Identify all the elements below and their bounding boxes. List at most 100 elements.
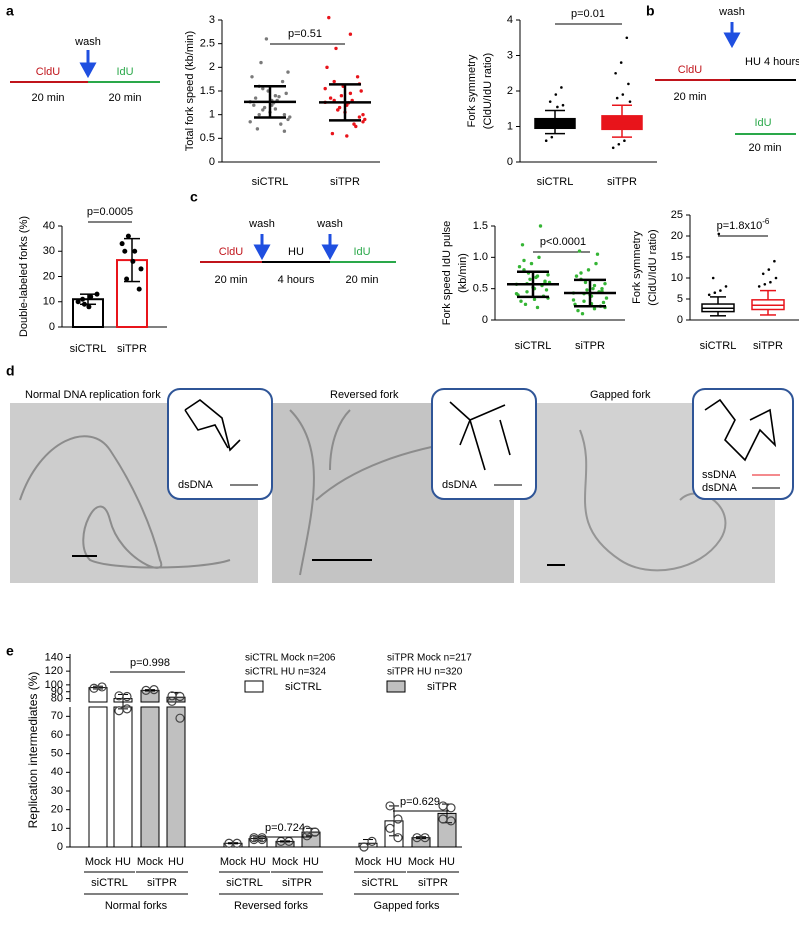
outlier — [544, 139, 548, 142]
diagram-text: CldU — [36, 66, 61, 78]
x-tick-label: Mock — [408, 856, 435, 868]
y-tick-label: 40 — [51, 766, 63, 778]
data-point — [86, 304, 92, 310]
data-point — [80, 296, 86, 302]
outlier — [717, 232, 721, 236]
data-point — [175, 713, 185, 723]
y-tick-label: 2.5 — [200, 38, 215, 50]
x-tick-label: HU — [439, 856, 455, 868]
data-point — [592, 283, 597, 288]
y-tick-label: 1 — [507, 120, 513, 132]
y-tick-label: 25 — [671, 209, 683, 221]
data-point — [534, 275, 538, 280]
y-tick-label: 40 — [43, 220, 55, 232]
inset — [431, 388, 537, 500]
y-axis-label: Total fork speed (kb/min) — [184, 31, 196, 151]
data-point — [248, 120, 252, 124]
p-value: p=1.8x10-6 — [717, 217, 770, 232]
y-tick-label: 140 — [45, 651, 63, 663]
data-point — [393, 814, 403, 824]
x-tick-label: siCTRL — [515, 340, 552, 352]
x-tick-label: Mock — [85, 856, 112, 868]
diagram-text: 20 min — [748, 142, 781, 154]
data-point — [175, 691, 185, 702]
data-point — [544, 288, 549, 292]
data-point — [355, 75, 360, 79]
data-point — [586, 268, 591, 272]
outlier — [556, 105, 559, 109]
data-point — [332, 79, 336, 84]
legend-note: siCTRL HU n=324 — [245, 667, 326, 678]
x-tick-label: siTPR — [753, 340, 783, 352]
diagram-text: wash — [316, 218, 343, 230]
y-tick-label: 1.5 — [473, 220, 488, 232]
y-tick-label: 70 — [51, 710, 63, 722]
data-point — [579, 271, 583, 275]
data-point — [577, 249, 582, 253]
p-value-text: p=0.0005 — [87, 206, 133, 218]
legend-swatch — [244, 680, 264, 693]
data-point — [385, 801, 395, 811]
inset-legend: dsDNA — [178, 479, 214, 491]
y-tick-label: 30 — [43, 245, 55, 257]
outlier — [561, 103, 565, 107]
y-tick-label: 1.5 — [200, 85, 215, 97]
bar — [140, 706, 160, 848]
data-point — [532, 297, 537, 302]
x-tick-label: Mock — [355, 856, 382, 868]
data-point — [288, 115, 292, 119]
y-tick-label: 2 — [507, 85, 513, 97]
data-point — [323, 86, 327, 91]
y-tick-label: 2 — [209, 61, 215, 73]
p-value-text: p<0.0001 — [540, 236, 586, 248]
data-point — [537, 255, 541, 260]
p-value: p=0.724 — [265, 822, 305, 834]
wash-arrow — [321, 234, 339, 261]
x-tick-label: siCTRL — [252, 176, 289, 188]
y-tick-label: 0 — [49, 321, 55, 333]
data-point — [591, 286, 595, 291]
p-value-text: p=0.51 — [288, 28, 322, 40]
y-tick-label: 10 — [51, 822, 63, 834]
data-point — [592, 307, 597, 311]
y-axis-label: Replication intermediates (%) — [26, 672, 40, 829]
data-point — [273, 107, 278, 111]
data-point — [136, 286, 142, 292]
outlier — [707, 293, 711, 297]
y-tick-label: 20 — [671, 230, 683, 242]
panel-label: e — [6, 643, 14, 659]
data-point — [273, 94, 278, 98]
x-tick-label: HU — [250, 856, 266, 868]
data-point — [282, 129, 287, 133]
panel-label: d — [6, 363, 15, 379]
x-group-label: siTPR — [147, 877, 177, 889]
diagram-text: wash — [74, 36, 101, 48]
data-point — [354, 124, 358, 129]
x-tick-label: HU — [303, 856, 319, 868]
outlier — [619, 61, 623, 64]
inset-trace — [704, 398, 777, 462]
y-tick-label: 10 — [43, 296, 55, 308]
outlier — [711, 276, 715, 280]
data-point — [122, 248, 128, 254]
diagram-text: CldU — [219, 246, 244, 258]
y-tick-label: 20 — [51, 804, 63, 816]
bar — [113, 706, 133, 848]
outlier — [719, 289, 722, 292]
outlier — [614, 71, 617, 75]
data-point — [359, 842, 369, 852]
p-value-text: p=1.8x10 — [717, 220, 763, 232]
data-point — [253, 96, 258, 100]
outlier — [625, 36, 629, 40]
outlier — [761, 272, 765, 276]
data-point — [88, 294, 94, 300]
y-tick-label: 100 — [45, 679, 63, 691]
y-axis-label: Double-labeled forks (%) — [18, 216, 30, 337]
p-value: p=0.01 — [571, 8, 605, 20]
x-group-label: siCTRL — [226, 877, 263, 889]
data-point — [75, 299, 81, 305]
y-tick-label: 0 — [507, 156, 513, 168]
data-point — [122, 691, 132, 702]
data-point — [280, 79, 285, 84]
data-point — [580, 312, 585, 316]
